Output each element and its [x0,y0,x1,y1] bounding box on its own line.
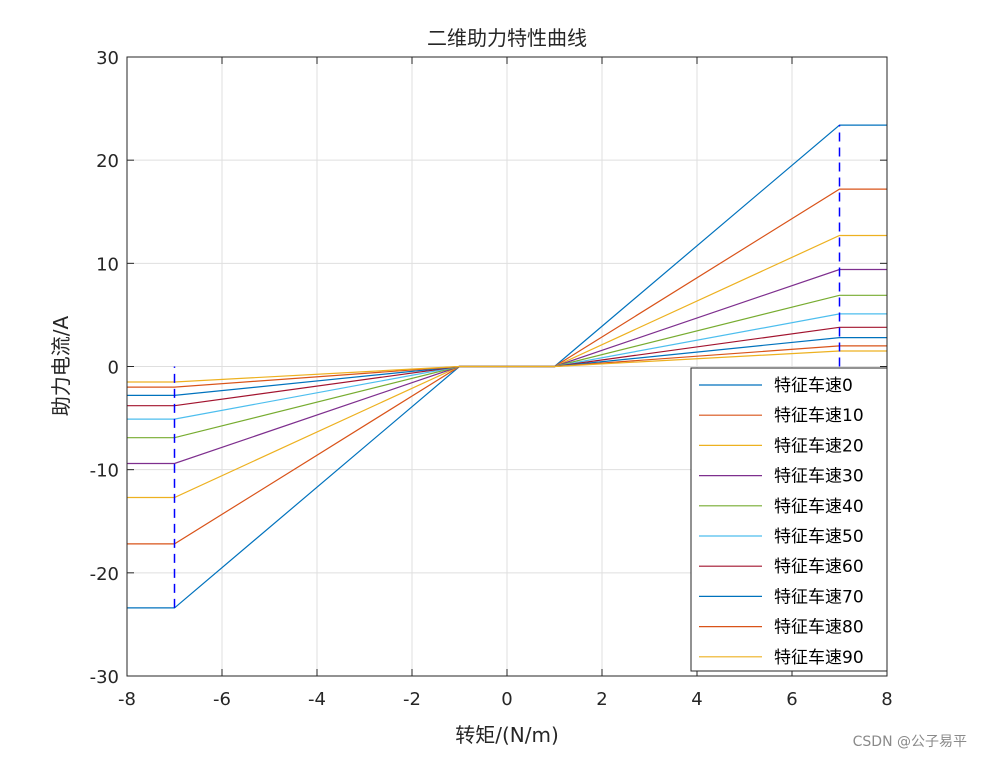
y-tick-label: 20 [96,151,119,172]
y-tick-label: 30 [96,48,119,69]
legend-label: 特征车速10 [774,406,864,426]
legend-label: 特征车速30 [774,467,864,487]
y-tick-label: -20 [90,564,119,585]
y-axis-label: 助力电流/A [49,315,73,416]
legend-label: 特征车速0 [774,376,853,396]
legend-label: 特征车速80 [774,618,864,638]
y-tick-label: -30 [90,667,119,688]
legend: 特征车速0 特征车速10 特征车速20 特征车速30 特征车速40 特征车速50 特征车速6… [690,367,888,672]
y-tick-label: -10 [90,461,119,482]
x-tick-label: 2 [596,689,607,710]
series-line [127,350,887,383]
plot-area [127,124,887,609]
x-tick-label: -6 [213,689,231,710]
x-tick-label: -4 [308,689,326,710]
legend-label: 特征车速20 [774,436,864,456]
legend-label: 特征车速60 [774,557,864,577]
x-axis-label: 转矩/(N/m) [455,723,559,747]
chart-title: 二维助力特性曲线 [427,26,587,50]
x-tick-label: -2 [403,689,421,710]
legend-label: 特征车速40 [774,497,864,517]
y-tick-label: 10 [96,254,119,275]
x-tick-label: 0 [501,689,512,710]
y-tick-label: 0 [108,358,119,379]
legend-box [690,367,888,672]
x-tick-label: 6 [786,689,797,710]
legend-label: 特征车速50 [774,527,864,547]
x-tick-label: 4 [691,689,702,710]
legend-label: 特征车速70 [774,587,864,607]
legend-label: 特征车速90 [774,648,864,668]
watermark: CSDN @公子易平 [852,734,967,750]
x-tick-label: 8 [881,689,892,710]
x-tick-label: -8 [118,689,136,710]
